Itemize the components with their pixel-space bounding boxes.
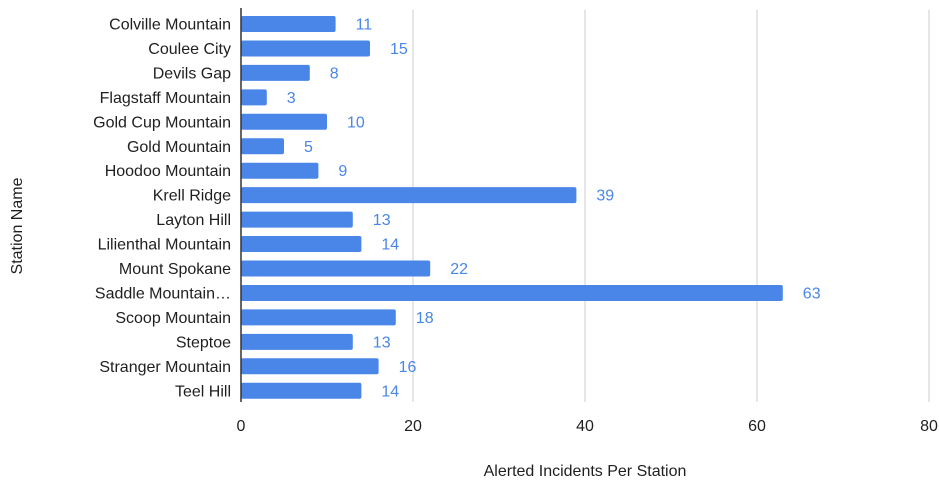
bars — [241, 16, 783, 399]
data-label: 11 — [356, 17, 373, 34]
category-label: Krell Ridge — [153, 188, 231, 205]
data-label: 13 — [373, 212, 391, 229]
data-label: 14 — [381, 383, 399, 400]
bar — [241, 211, 353, 228]
bar — [241, 333, 353, 350]
category-label: Flagstaff Mountain — [100, 90, 231, 107]
bar — [241, 40, 370, 57]
data-label: 8 — [330, 65, 339, 82]
data-label: 13 — [373, 334, 391, 351]
bar — [241, 16, 336, 32]
x-tick-label: 0 — [237, 418, 246, 435]
data-label: 22 — [450, 261, 468, 278]
category-label: Devils Gap — [153, 65, 231, 82]
bar — [241, 138, 284, 155]
data-label: 14 — [381, 237, 399, 254]
x-tick-label: 40 — [576, 418, 594, 435]
bar — [241, 284, 783, 301]
category-label: Saddle Mountain… — [95, 285, 231, 302]
data-label: 18 — [416, 310, 434, 327]
category-label: Gold Cup Mountain — [93, 114, 231, 131]
category-label: Mount Spokane — [119, 261, 231, 278]
bar — [241, 89, 267, 106]
x-tick-label: 80 — [920, 418, 938, 435]
y-axis-title: Station Name — [9, 177, 26, 274]
x-tick-label: 20 — [404, 418, 422, 435]
data-label: 5 — [304, 139, 313, 156]
bar — [241, 382, 362, 399]
category-label: Lilienthal Mountain — [98, 237, 231, 254]
data-label: 63 — [803, 285, 821, 302]
x-tick-labels: 0 20 40 60 80 — [237, 418, 938, 435]
x-axis-title: Alerted Incidents Per Station — [484, 463, 687, 480]
data-label: 3 — [287, 90, 296, 107]
data-label: 16 — [399, 359, 417, 376]
bar — [241, 187, 577, 204]
data-label: 15 — [390, 41, 408, 58]
bar — [241, 113, 327, 130]
category-label: Scoop Mountain — [115, 310, 231, 327]
category-labels: Colville Mountain Coulee City Devils Gap Fl… — [93, 17, 231, 401]
bar — [241, 309, 396, 326]
category-label: Teel Hill — [175, 383, 231, 400]
category-label: Stranger Mountain — [99, 359, 231, 376]
category-label: Coulee City — [148, 41, 231, 58]
bar — [241, 162, 319, 179]
gridlines — [412, 10, 930, 402]
category-label: Hoodoo Mountain — [105, 163, 231, 180]
data-label: 39 — [596, 188, 614, 205]
data-label: 10 — [347, 114, 365, 131]
category-label: Steptoe — [176, 334, 231, 351]
bar — [241, 64, 310, 81]
bar — [241, 358, 379, 375]
category-label: Colville Mountain — [109, 17, 231, 34]
bar — [241, 260, 431, 277]
category-label: Layton Hill — [156, 212, 231, 229]
x-tick-label: 60 — [748, 418, 766, 435]
bar — [241, 236, 362, 253]
category-label: Gold Mountain — [127, 139, 231, 156]
data-label: 9 — [338, 163, 347, 180]
